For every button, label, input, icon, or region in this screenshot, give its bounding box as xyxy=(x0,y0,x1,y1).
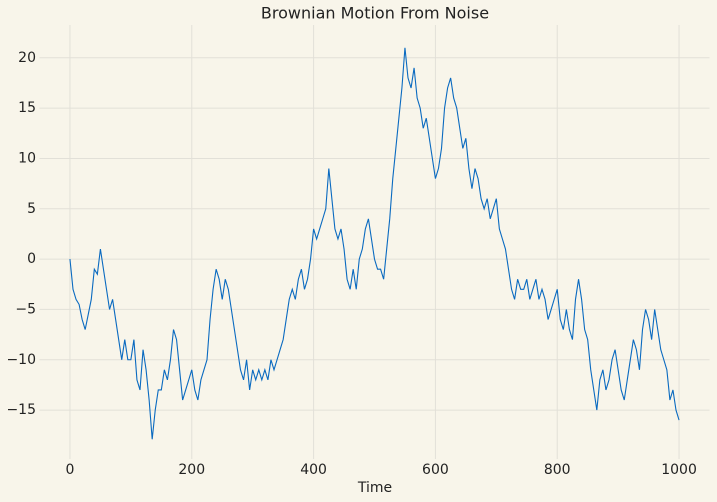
x-tick-label: 600 xyxy=(422,462,449,478)
y-tick-label: 20 xyxy=(18,50,36,66)
y-tick-label: −5 xyxy=(15,301,36,317)
x-tick-label: 1000 xyxy=(661,462,697,478)
data-line xyxy=(69,47,680,440)
x-tick-label: 400 xyxy=(300,462,327,478)
x-axis-label: Time xyxy=(357,480,392,496)
x-tick-label: 0 xyxy=(65,462,74,478)
y-tick-label: 15 xyxy=(18,100,36,116)
x-tick-label: 800 xyxy=(544,462,571,478)
y-tick-label: −10 xyxy=(6,352,36,368)
chart-title: Brownian Motion From Noise xyxy=(261,4,489,23)
y-tick-label: 5 xyxy=(27,201,36,217)
x-tick-label: 200 xyxy=(178,462,205,478)
y-tick-label: −15 xyxy=(6,402,36,418)
y-tick-label: 0 xyxy=(27,251,36,267)
y-tick-label: 10 xyxy=(18,150,36,166)
